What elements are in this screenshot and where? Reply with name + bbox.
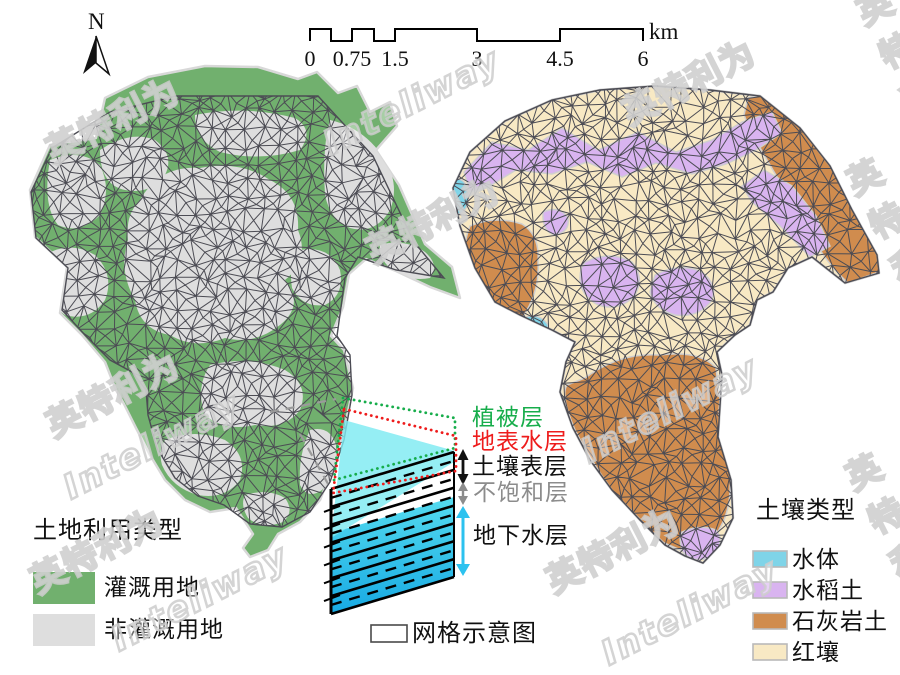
irrigated-label: 灌溉用地 (104, 575, 200, 601)
mesh-triangles (453, 86, 879, 563)
non-irrigated-label: 非灌溉用地 (104, 617, 224, 643)
land-use-legend-swatches (33, 572, 95, 646)
water-swatch (752, 550, 788, 568)
unsaturated-layer-label: 不饱和层 (473, 480, 569, 506)
limestone-swatch (752, 612, 788, 630)
scale-bar (309, 28, 644, 42)
groundwater-fill (331, 497, 454, 614)
north-label: N (88, 9, 105, 34)
scale-label-6: 6 (637, 46, 649, 71)
land-use-map (28, 64, 462, 559)
zoom-connector-lines (269, 397, 337, 492)
surface-water-layer-label: 地表水层 (472, 429, 568, 455)
surface-water-layer-outline (331, 407, 458, 495)
soil-mesh (453, 86, 879, 563)
soil-legend-title: 土壤类型 (756, 496, 856, 524)
paddy-swatch (752, 581, 788, 599)
scale-label-075: 0.75 (332, 46, 372, 71)
limestone-label: 石灰岩土 (792, 609, 888, 635)
scale-label-45: 4.5 (546, 46, 574, 71)
unsaturated-arrow (458, 482, 468, 505)
scale-label-3: 3 (471, 46, 483, 71)
water-patch (521, 315, 549, 341)
groundwater-arrow (456, 506, 470, 576)
irrigated-swatch (33, 572, 95, 604)
red-soil-swatch (752, 643, 788, 661)
soil-legend-swatches (752, 550, 788, 661)
soil-surface-layer-label: 土壤表层 (472, 454, 568, 480)
scale-unit: km (649, 19, 679, 44)
schematic-layer-line (330, 459, 455, 607)
north-arrow (83, 35, 111, 77)
soil-mesh-hull (452, 85, 880, 564)
grid-caption: 网格示意图 (412, 619, 537, 647)
groundwater-layer-label: 地下水层 (473, 523, 569, 549)
land-use-legend-title: 土地利用类型 (33, 516, 183, 544)
non-irrigated-swatch (33, 614, 95, 646)
schematic-layer-line (330, 450, 455, 616)
scale-label-15: 1.5 (381, 46, 409, 71)
soil-type-map (451, 84, 881, 565)
land-use-mesh-hull (30, 95, 446, 528)
vegetation-layer-label: 植被层 (472, 405, 544, 431)
vegetation-layer-outline (332, 396, 457, 482)
grid-caption-swatch (370, 624, 408, 643)
scale-label-0: 0 (304, 46, 316, 71)
paddy-label: 水稻土 (792, 578, 864, 604)
soil-surface-arrow (457, 449, 469, 485)
water-label: 水体 (792, 547, 840, 573)
red-soil-label: 红壤 (792, 640, 840, 666)
layer-schematic (323, 396, 470, 643)
